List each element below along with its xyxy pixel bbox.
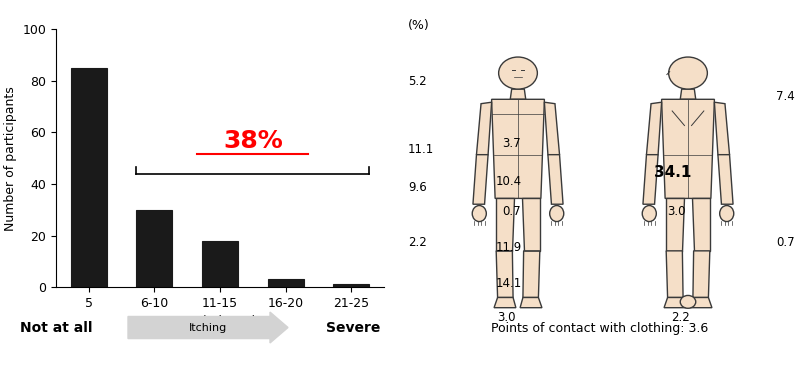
Text: 3.0: 3.0 bbox=[497, 311, 515, 323]
Polygon shape bbox=[718, 155, 733, 204]
Ellipse shape bbox=[550, 206, 564, 222]
Polygon shape bbox=[666, 198, 685, 251]
Text: 9.6: 9.6 bbox=[408, 181, 426, 194]
Text: 2.2: 2.2 bbox=[670, 311, 690, 323]
Polygon shape bbox=[510, 89, 526, 99]
Polygon shape bbox=[693, 251, 710, 297]
Polygon shape bbox=[520, 297, 542, 308]
Text: 0.7: 0.7 bbox=[502, 205, 521, 217]
Bar bbox=[333, 284, 369, 287]
Polygon shape bbox=[523, 251, 540, 297]
Bar bbox=[71, 68, 107, 287]
Text: 14.1: 14.1 bbox=[496, 277, 522, 290]
Polygon shape bbox=[664, 297, 686, 308]
X-axis label: 5 D-itch scale: 5 D-itch scale bbox=[177, 315, 263, 328]
Text: 11.1: 11.1 bbox=[408, 143, 434, 156]
Y-axis label: Number of participants: Number of participants bbox=[4, 86, 17, 231]
Text: 34.1: 34.1 bbox=[654, 166, 691, 180]
Polygon shape bbox=[691, 198, 710, 251]
Text: Not at all: Not at all bbox=[20, 321, 93, 335]
Text: 10.4: 10.4 bbox=[496, 175, 522, 188]
Bar bbox=[137, 210, 173, 287]
Polygon shape bbox=[643, 155, 658, 204]
Polygon shape bbox=[494, 297, 516, 308]
Polygon shape bbox=[477, 102, 491, 155]
Ellipse shape bbox=[472, 206, 486, 222]
Polygon shape bbox=[714, 102, 730, 155]
Polygon shape bbox=[522, 198, 540, 251]
FancyArrow shape bbox=[128, 312, 288, 343]
Text: Itching: Itching bbox=[189, 322, 227, 333]
Circle shape bbox=[498, 57, 538, 89]
Polygon shape bbox=[544, 102, 559, 155]
Polygon shape bbox=[680, 89, 696, 99]
Polygon shape bbox=[646, 102, 662, 155]
Bar bbox=[267, 279, 303, 287]
Text: Severe: Severe bbox=[326, 321, 380, 335]
Ellipse shape bbox=[642, 206, 656, 222]
Text: 0.7: 0.7 bbox=[776, 236, 794, 249]
Text: 2.2: 2.2 bbox=[408, 236, 426, 249]
Text: 3.7: 3.7 bbox=[502, 137, 521, 150]
Text: 3.0: 3.0 bbox=[667, 205, 686, 217]
Polygon shape bbox=[666, 251, 683, 297]
Text: Points of contact with clothing: 3.6: Points of contact with clothing: 3.6 bbox=[491, 322, 709, 335]
Text: 38%: 38% bbox=[223, 129, 282, 153]
Circle shape bbox=[680, 296, 696, 308]
Polygon shape bbox=[491, 99, 544, 198]
Text: 7.4: 7.4 bbox=[776, 90, 794, 103]
Polygon shape bbox=[548, 155, 563, 204]
Text: 11.9: 11.9 bbox=[496, 241, 522, 254]
Bar bbox=[202, 241, 238, 287]
Text: 5.2: 5.2 bbox=[408, 75, 426, 88]
Polygon shape bbox=[496, 251, 513, 297]
Circle shape bbox=[669, 57, 707, 89]
Polygon shape bbox=[690, 297, 712, 308]
Ellipse shape bbox=[720, 206, 734, 222]
Polygon shape bbox=[473, 155, 488, 204]
Text: (%): (%) bbox=[408, 19, 430, 32]
Polygon shape bbox=[662, 99, 714, 198]
Polygon shape bbox=[496, 198, 514, 251]
